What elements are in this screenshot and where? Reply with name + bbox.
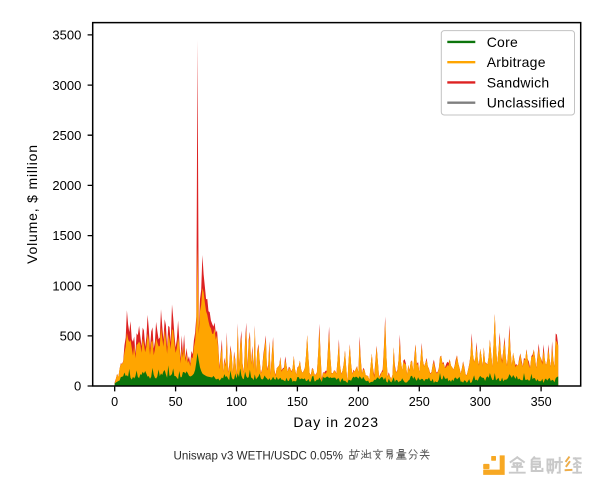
svg-text:Core: Core: [487, 34, 518, 50]
svg-text:Volume, $ million: Volume, $ million: [24, 144, 40, 264]
svg-text:350: 350: [531, 395, 552, 409]
svg-text:2500: 2500: [52, 128, 81, 143]
svg-text:1000: 1000: [52, 278, 81, 293]
svg-text:3500: 3500: [52, 28, 81, 43]
svg-text:1500: 1500: [52, 228, 81, 243]
svg-text:50: 50: [169, 395, 183, 409]
svg-text:Uniswap v3 WETH/USDC 0.05%: Uniswap v3 WETH/USDC 0.05%: [173, 449, 342, 462]
svg-text:500: 500: [60, 329, 82, 344]
svg-text:3000: 3000: [52, 78, 81, 93]
svg-text:300: 300: [470, 395, 491, 409]
svg-text:100: 100: [226, 395, 247, 409]
svg-text:Sandwich: Sandwich: [487, 74, 550, 90]
svg-text:2000: 2000: [52, 178, 81, 193]
svg-text:150: 150: [287, 395, 308, 409]
svg-text:200: 200: [348, 395, 369, 409]
svg-text:0: 0: [74, 379, 81, 394]
svg-text:Arbitrage: Arbitrage: [487, 54, 546, 70]
svg-text:Day in 2023: Day in 2023: [293, 414, 379, 430]
svg-text:250: 250: [409, 395, 430, 409]
svg-text:0: 0: [111, 395, 118, 409]
svg-text:Unclassified: Unclassified: [487, 95, 565, 111]
